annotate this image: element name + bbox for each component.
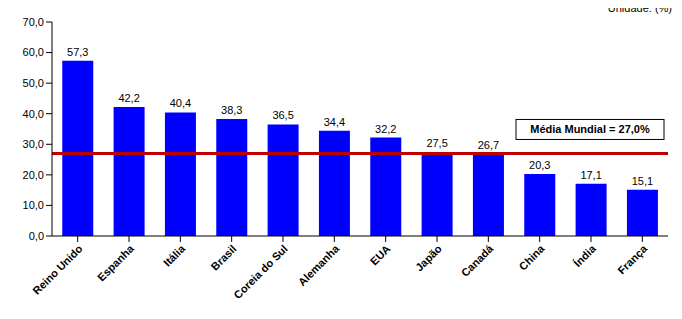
svg-text:40,0: 40,0 — [23, 108, 44, 120]
svg-text:34,4: 34,4 — [324, 116, 345, 128]
svg-text:57,3: 57,3 — [67, 46, 88, 58]
svg-text:40,4: 40,4 — [170, 97, 191, 109]
svg-text:França: França — [615, 242, 650, 277]
svg-text:EUA: EUA — [368, 242, 393, 267]
svg-text:Reino Unido: Reino Unido — [30, 242, 84, 296]
svg-text:26,7: 26,7 — [478, 139, 499, 151]
svg-text:Itália: Itália — [161, 242, 188, 269]
svg-text:70,0: 70,0 — [23, 16, 44, 28]
svg-text:Índia: Índia — [571, 242, 598, 269]
html-text:Unidade: (%): Unidade: (%) — [607, 2, 672, 14]
svg-text:Espanha: Espanha — [95, 242, 137, 284]
svg-text:10,0: 10,0 — [23, 199, 44, 211]
svg-text:15,1: 15,1 — [632, 175, 653, 187]
svg-text:38,3: 38,3 — [221, 104, 242, 116]
svg-text:42,2: 42,2 — [118, 92, 139, 104]
svg-text:32,2: 32,2 — [375, 123, 396, 135]
svg-text:30,0: 30,0 — [23, 138, 44, 150]
svg-text:Canadá: Canadá — [459, 242, 496, 279]
svg-text:Japão: Japão — [413, 242, 444, 273]
svg-text:Coreia do Sul: Coreia do Sul — [231, 242, 290, 301]
svg-text:27,5: 27,5 — [426, 137, 447, 149]
svg-text:20,0: 20,0 — [23, 169, 44, 181]
svg-text:20,3: 20,3 — [529, 159, 550, 171]
svg-text:50,0: 50,0 — [23, 77, 44, 89]
svg-text:36,5: 36,5 — [272, 109, 293, 121]
svg-text:60,0: 60,0 — [23, 46, 44, 58]
svg-text:0,0: 0,0 — [29, 230, 44, 242]
svg-text:17,1: 17,1 — [580, 169, 601, 181]
svg-text:Brasil: Brasil — [208, 242, 238, 272]
svg-text:China: China — [517, 242, 548, 273]
svg-text:Alemanha: Alemanha — [296, 242, 342, 288]
svg-text:Média Mundial = 27,0%: Média Mundial = 27,0% — [530, 123, 650, 135]
